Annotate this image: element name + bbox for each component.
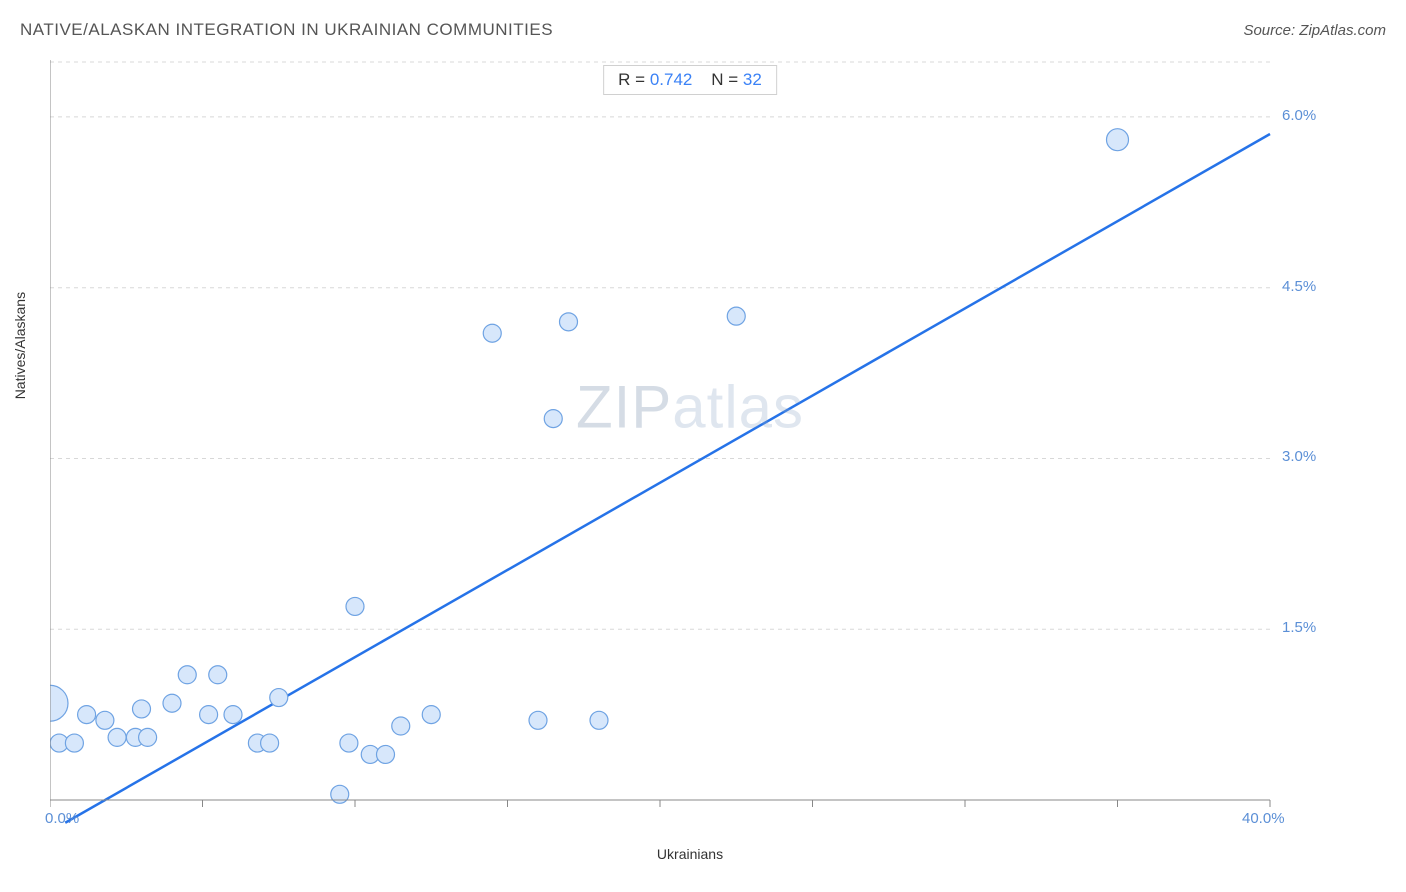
source-attribution: Source: ZipAtlas.com bbox=[1243, 22, 1386, 39]
chart-container: R = 0.742 N = 32 Natives/Alaskans Ukrain… bbox=[50, 60, 1330, 830]
y-tick-label-1: 3.0% bbox=[1282, 448, 1316, 465]
x-max-label: 40.0% bbox=[1242, 810, 1285, 827]
n-label: N = bbox=[711, 70, 743, 89]
stats-box: R = 0.742 N = 32 bbox=[603, 65, 777, 95]
y-tick-label-0: 1.5% bbox=[1282, 619, 1316, 636]
x-axis-label: Ukrainians bbox=[657, 846, 723, 862]
n-value: 32 bbox=[743, 70, 762, 89]
x-min-label: 0.0% bbox=[45, 810, 79, 827]
scatter-plot bbox=[50, 60, 1330, 830]
y-tick-label-2: 4.5% bbox=[1282, 278, 1316, 295]
y-tick-label-3: 6.0% bbox=[1282, 107, 1316, 124]
chart-title: NATIVE/ALASKAN INTEGRATION IN UKRAINIAN … bbox=[20, 20, 553, 40]
r-value: 0.742 bbox=[650, 70, 693, 89]
r-label: R = bbox=[618, 70, 650, 89]
y-axis-label: Natives/Alaskans bbox=[12, 292, 28, 399]
